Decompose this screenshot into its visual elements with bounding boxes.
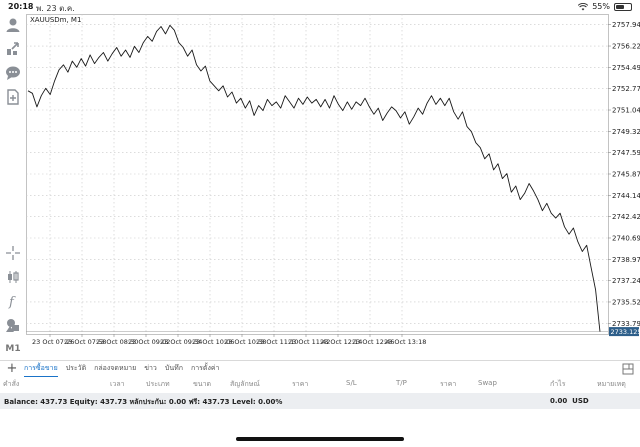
chart-canvas[interactable]: 2757.945 2756.220 2754.495 2752.770 2751.045… (26, 14, 640, 360)
objects-icon (6, 319, 19, 332)
profit-summary: 0.00 USD (550, 397, 589, 405)
column-header-11: หมายเหตุ (597, 380, 626, 388)
x-tick-label: 23 Oct 13:18 (384, 338, 426, 346)
y-tick-label: 2742.420 (612, 213, 640, 221)
y-axis-labels: 2757.945 2756.220 2754.495 2752.770 2751.045… (612, 21, 640, 328)
new-order-icon (7, 89, 19, 105)
tab-4[interactable]: บันทึก (164, 363, 183, 372)
tab-0[interactable]: การซื้อขาย (24, 361, 58, 377)
plot-border (26, 14, 609, 335)
battery-fill (616, 4, 625, 9)
balance-text: Balance: 437.73 Equity: 437.73 หลักประกั… (4, 398, 283, 406)
x-tick-label: 23 Oct 10:38 (224, 338, 266, 346)
chat-icon (6, 66, 20, 80)
svg-text:f: f (8, 295, 16, 309)
column-header-6: S/L (346, 379, 357, 387)
column-header-3: ขนาด (193, 380, 212, 388)
profit-value: 0.00 (550, 397, 568, 405)
x-tick-label: 23 Oct 10:06 (192, 338, 234, 346)
grid-layer (26, 14, 611, 337)
column-header-7: T/P (396, 379, 407, 387)
current-price-label: 2733.125 (611, 328, 640, 336)
column-header-10: กำไร (550, 380, 566, 388)
account-button[interactable] (4, 16, 22, 34)
balance-bar: Balance: 437.73 Equity: 437.73 หลักประกั… (0, 393, 640, 409)
y-tick-label: 2735.520 (612, 298, 640, 306)
crosshair-icon (6, 246, 20, 260)
x-tick-label: 23 Oct 07:26 (32, 338, 74, 346)
y-tick-label: 2738.970 (612, 256, 640, 264)
x-tick-label: 23 Oct 09:02 (128, 338, 170, 346)
column-header-0: คำสั่ง (3, 380, 20, 388)
y-tick-label: 2757.945 (612, 21, 640, 29)
profit-currency: USD (572, 397, 589, 405)
chart-type-button[interactable] (4, 268, 22, 286)
tabs-container: การซื้อขาย ประวัติ กล่องจดหมาย ข่าว บันทึก กา… (24, 361, 227, 377)
layout-toggle-icon[interactable] (622, 363, 634, 375)
trade-button[interactable] (4, 40, 22, 58)
x-tick-label: 23 Oct 12:46 (352, 338, 394, 346)
battery-icon (614, 2, 632, 11)
crosshair-button[interactable] (4, 244, 22, 262)
column-header-1: เวลา (110, 380, 125, 388)
y-tick-label: 2752.770 (612, 85, 640, 93)
wifi-icon (578, 2, 589, 10)
chart-type-icon (8, 271, 19, 283)
trade-icon (7, 42, 19, 55)
indicators-icon: f (8, 295, 16, 309)
y-tick-label: 2733.795 (612, 320, 640, 328)
status-right: 55% (578, 2, 632, 11)
x-tick-label: 23 Oct 11:42 (288, 338, 330, 346)
y-tick-label: 2756.220 (612, 43, 640, 51)
y-tick-label: 2737.245 (612, 277, 640, 285)
chat-button[interactable] (4, 64, 22, 82)
current-price-tag (609, 327, 639, 337)
status-bar: 20:18 พ. 23 ต.ค. 55% (0, 0, 640, 14)
price-chart[interactable]: 2757.945 2756.220 2754.495 2752.770 2751.045… (26, 14, 640, 360)
column-header-8: ราคา (440, 380, 457, 388)
battery-percent: 55% (592, 2, 610, 11)
terminal-tabbar: + การซื้อขาย ประวัติ กล่องจดหมาย ข่าว บันทึก… (0, 360, 640, 377)
objects-button[interactable] (4, 316, 22, 334)
x-tick-label: 23 Oct 07:58 (64, 338, 106, 346)
indicators-button[interactable]: f (4, 292, 22, 310)
y-tick-label: 2749.320 (612, 128, 640, 136)
y-tick-label: 2740.695 (612, 234, 640, 242)
left-toolbar: f M1 (0, 14, 26, 354)
status-date: พ. 23 ต.ค. (36, 4, 75, 13)
new-order-button[interactable] (4, 88, 22, 106)
y-tick-label: 2747.595 (612, 149, 640, 157)
tab-2[interactable]: กล่องจดหมาย (94, 363, 137, 372)
y-tick-label: 2744.145 (612, 192, 640, 200)
price-tag-layer: 2733.125 (26, 327, 640, 337)
x-tick-label: 23 Oct 12:14 (320, 338, 362, 346)
y-tick-label: 2754.495 (612, 64, 640, 72)
tab-3[interactable]: ข่าว (144, 363, 157, 372)
column-header-9: Swap (478, 379, 497, 387)
column-header-2: ประเภท (146, 380, 170, 388)
line-layer (27, 24, 601, 332)
column-header-5: ราคา (292, 380, 309, 388)
x-tick-label: 23 Oct 11:10 (256, 338, 298, 346)
tab-5[interactable]: การตั้งค่า (190, 363, 220, 372)
column-headers: คำสั่ง เวลา ประเภท ขนาด สัญลักษณ์ ราคา S/L T/P ร… (0, 377, 640, 391)
price-line (27, 24, 601, 332)
y-tick-label: 2751.045 (612, 107, 640, 115)
home-indicator (236, 437, 404, 441)
column-header-4: สัญลักษณ์ (230, 380, 260, 388)
add-button[interactable]: + (6, 360, 18, 376)
x-tick-label: 23 Oct 08:30 (96, 338, 138, 346)
account-icon (6, 18, 20, 32)
symbol-label: XAUUSDm, M1 (30, 16, 82, 24)
timeframe-button[interactable]: M1 (5, 344, 21, 354)
tab-1[interactable]: ประวัติ (65, 363, 87, 372)
y-tick-label: 2745.870 (612, 171, 640, 179)
x-tick-label: 23 Oct 09:34 (160, 338, 202, 346)
status-time: 20:18 (8, 2, 34, 11)
